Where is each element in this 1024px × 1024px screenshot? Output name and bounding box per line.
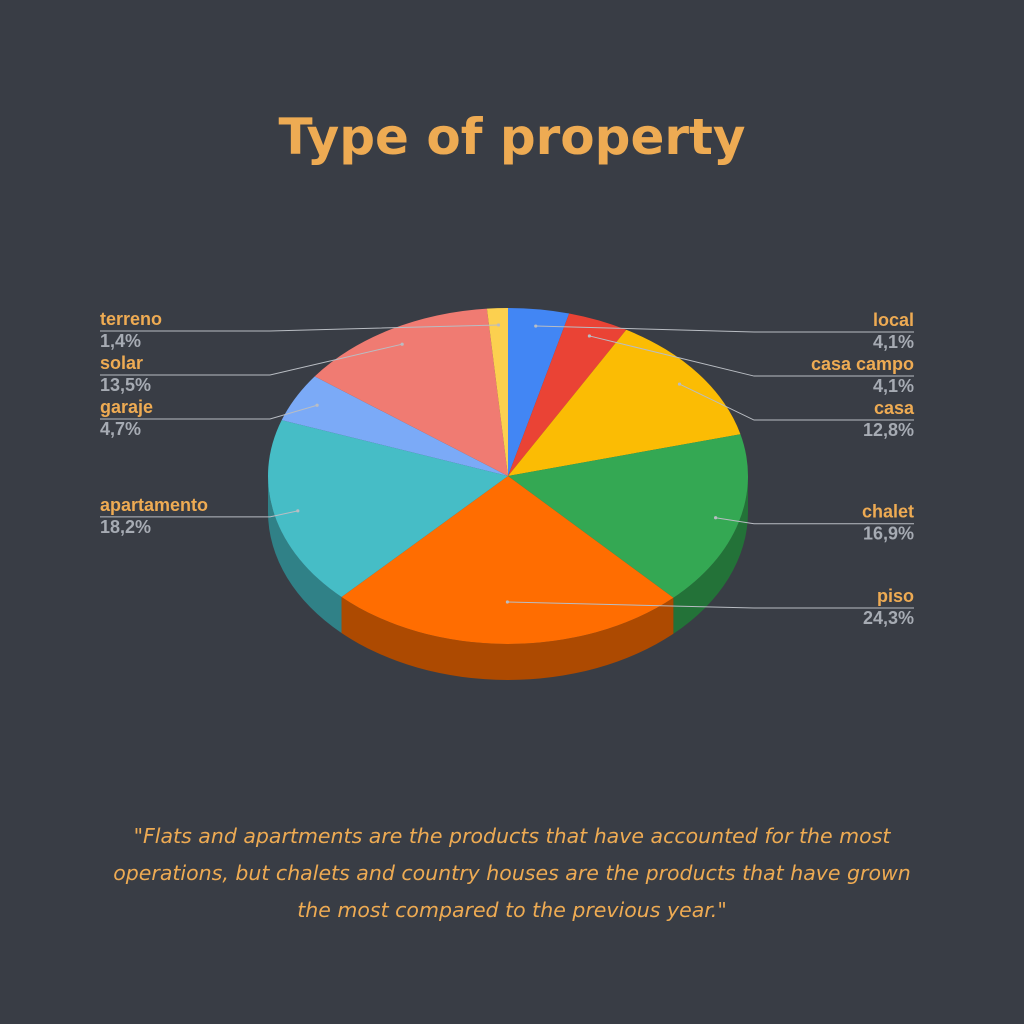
- leader-solar: [100, 343, 403, 376]
- leader-dot-casa-campo: [587, 334, 592, 338]
- slice-casa: [508, 329, 741, 476]
- slice-casa-campo: [508, 313, 627, 476]
- leader-dot-chalet: [714, 516, 718, 520]
- slice-terreno: [486, 308, 508, 476]
- label-garaje: garaje: [100, 397, 153, 417]
- label-chalet: chalet: [862, 502, 914, 522]
- slice-solar: [314, 308, 508, 476]
- value-local: 4,1%: [873, 332, 914, 352]
- label-casa-campo: casa campo: [811, 354, 914, 374]
- leader-piso: [507, 601, 914, 609]
- label-piso: piso: [877, 586, 914, 606]
- label-local: local: [873, 310, 914, 330]
- slice-piso: [341, 476, 674, 644]
- chart-title: Type of property: [278, 108, 746, 166]
- leader-dot-casa: [677, 382, 682, 386]
- leader-dot-local: [534, 324, 538, 328]
- value-terreno: 1,4%: [100, 331, 141, 351]
- leader-casa-campo: [589, 335, 914, 377]
- leader-dot-garaje: [315, 403, 319, 407]
- slice-apartamento: [268, 420, 508, 598]
- leader-casa: [679, 383, 914, 421]
- slice-garaje: [281, 376, 508, 476]
- value-casa-campo: 4,1%: [873, 376, 914, 396]
- slice-side-apartamento: [268, 476, 342, 634]
- value-garaje: 4,7%: [100, 419, 141, 439]
- leader-garaje: [100, 404, 318, 420]
- slice-side-piso: [341, 597, 674, 680]
- value-piso: 24,3%: [863, 608, 914, 628]
- quote-caption: "Flats and apartments are the products t…: [113, 824, 911, 922]
- leader-terreno: [100, 324, 499, 332]
- label-terreno: terreno: [100, 309, 162, 329]
- slice-chalet: [508, 434, 748, 598]
- value-apartamento: 18,2%: [100, 517, 151, 537]
- leader-dot-terreno: [496, 323, 501, 327]
- value-chalet: 16,9%: [863, 524, 914, 544]
- value-solar: 13,5%: [100, 375, 151, 395]
- leader-apartamento: [100, 510, 298, 518]
- pie-slices: [268, 308, 748, 644]
- slice-local: [508, 308, 570, 476]
- label-apartamento: apartamento: [100, 495, 208, 515]
- pie-sides: [268, 476, 748, 680]
- label-solar: solar: [100, 353, 143, 373]
- leader-dot-solar: [400, 342, 404, 346]
- leader-lines: [100, 323, 914, 609]
- leader-chalet: [715, 517, 914, 525]
- label-casa: casa: [874, 398, 915, 418]
- leader-dot-apartamento: [296, 509, 300, 513]
- value-casa: 12,8%: [863, 420, 914, 440]
- slice-side-chalet: [673, 476, 748, 634]
- leader-dot-piso: [505, 600, 510, 604]
- leader-local: [535, 325, 914, 333]
